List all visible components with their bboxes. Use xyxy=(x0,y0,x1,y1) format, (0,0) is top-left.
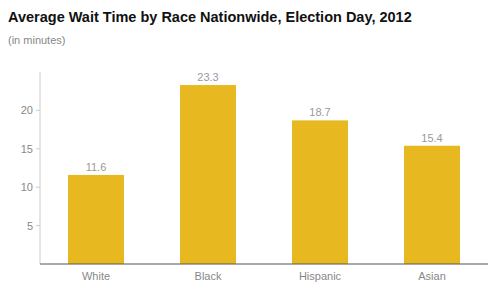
y-tick xyxy=(36,225,40,226)
y-tick xyxy=(36,110,40,111)
data-label: 11.6 xyxy=(86,161,107,173)
bar xyxy=(68,175,124,264)
x-tick-label: Hispanic xyxy=(299,270,342,282)
data-label: 15.4 xyxy=(421,132,442,144)
y-tick-label: 20 xyxy=(21,104,33,116)
y-tick xyxy=(36,148,40,149)
y-tick xyxy=(36,187,40,188)
x-tick-label: White xyxy=(82,270,110,282)
bars xyxy=(68,85,460,264)
y-tick-label: 5 xyxy=(27,220,33,232)
chart-svg: Average Wait Time by Race Nationwide, El… xyxy=(0,0,500,294)
bar xyxy=(404,146,460,264)
data-label: 18.7 xyxy=(309,106,330,118)
y-tick-label: 10 xyxy=(21,181,33,193)
data-label: 23.3 xyxy=(197,71,218,83)
chart-container: Average Wait Time by Race Nationwide, El… xyxy=(0,0,500,294)
page: {"chart_data": {"type": "bar", "title": … xyxy=(0,0,500,294)
y-tick-label: 15 xyxy=(21,143,33,155)
y-axis-line xyxy=(40,72,41,264)
bar xyxy=(180,85,236,264)
bar xyxy=(292,120,348,264)
x-axis-line xyxy=(40,264,488,265)
title: Average Wait Time by Race Nationwide, El… xyxy=(8,9,412,25)
x-tick-label: Asian xyxy=(418,270,446,282)
subtitle: (in minutes) xyxy=(8,34,65,46)
x-tick-label: Black xyxy=(195,270,222,282)
